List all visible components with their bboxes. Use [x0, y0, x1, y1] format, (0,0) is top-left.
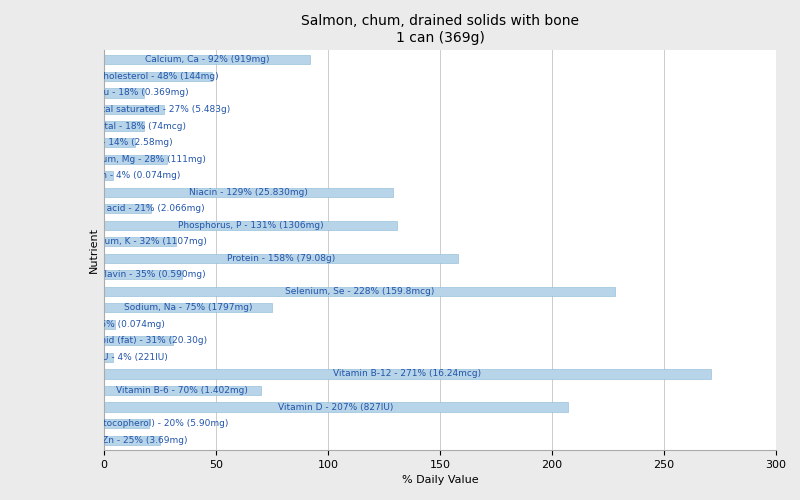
X-axis label: % Daily Value: % Daily Value: [402, 476, 478, 486]
Text: Thiamin - 5% (0.074mg): Thiamin - 5% (0.074mg): [54, 320, 165, 329]
Title: Salmon, chum, drained solids with bone
1 can (369g): Salmon, chum, drained solids with bone 1…: [301, 14, 579, 44]
Text: Calcium, Ca - 92% (919mg): Calcium, Ca - 92% (919mg): [145, 56, 270, 64]
Text: Copper, Cu - 18% (0.369mg): Copper, Cu - 18% (0.369mg): [59, 88, 189, 98]
Text: Vitamin B-12 - 271% (16.24mcg): Vitamin B-12 - 271% (16.24mcg): [334, 370, 482, 378]
Bar: [104, 56, 310, 64]
Bar: [104, 171, 113, 180]
Bar: [104, 105, 165, 114]
Text: Vitamin B-6 - 70% (1.402mg): Vitamin B-6 - 70% (1.402mg): [117, 386, 248, 395]
Text: Manganese, Mn - 4% (0.074mg): Manganese, Mn - 4% (0.074mg): [36, 171, 181, 180]
Bar: [104, 154, 166, 164]
Text: Vitamin D - 207% (827IU): Vitamin D - 207% (827IU): [278, 402, 394, 411]
Bar: [104, 88, 144, 98]
Bar: [104, 204, 151, 213]
Text: Fatty acids, total saturated - 27% (5.483g): Fatty acids, total saturated - 27% (5.48…: [38, 105, 230, 114]
Bar: [104, 304, 272, 312]
Text: Cholesterol - 48% (144mg): Cholesterol - 48% (144mg): [97, 72, 218, 81]
Bar: [104, 320, 115, 329]
Bar: [104, 370, 711, 378]
Bar: [104, 188, 393, 196]
Bar: [104, 72, 211, 81]
Bar: [104, 287, 614, 296]
Bar: [104, 237, 176, 246]
Text: Niacin - 129% (25.830mg): Niacin - 129% (25.830mg): [189, 188, 308, 196]
Text: Protein - 158% (79.08g): Protein - 158% (79.08g): [227, 254, 335, 263]
Bar: [104, 122, 144, 130]
Bar: [104, 386, 261, 395]
Text: Phosphorus, P - 131% (1306mg): Phosphorus, P - 131% (1306mg): [178, 220, 323, 230]
Text: Pantothenic acid - 21% (2.066mg): Pantothenic acid - 21% (2.066mg): [50, 204, 205, 213]
Text: Selenium, Se - 228% (159.8mcg): Selenium, Se - 228% (159.8mcg): [285, 287, 434, 296]
Bar: [104, 254, 458, 263]
Text: Sodium, Na - 75% (1797mg): Sodium, Na - 75% (1797mg): [124, 304, 252, 312]
Text: Iron, Fe - 14% (2.58mg): Iron, Fe - 14% (2.58mg): [66, 138, 173, 147]
Text: Folate, total - 18% (74mcg): Folate, total - 18% (74mcg): [62, 122, 186, 130]
Bar: [104, 402, 568, 411]
Bar: [104, 138, 135, 147]
Text: Riboflavin - 35% (0.590mg): Riboflavin - 35% (0.590mg): [81, 270, 206, 280]
Bar: [104, 419, 149, 428]
Text: Potassium, K - 32% (1107mg): Potassium, K - 32% (1107mg): [73, 237, 206, 246]
Bar: [104, 220, 398, 230]
Bar: [104, 270, 182, 280]
Text: Vitamin A, IU - 4% (221IU): Vitamin A, IU - 4% (221IU): [50, 353, 167, 362]
Text: Zinc, Zn - 25% (3.69mg): Zinc, Zn - 25% (3.69mg): [77, 436, 187, 444]
Bar: [104, 336, 174, 345]
Y-axis label: Nutrient: Nutrient: [89, 227, 98, 273]
Text: Vitamin E (alpha-tocopherol) - 20% (5.90mg): Vitamin E (alpha-tocopherol) - 20% (5.90…: [25, 419, 228, 428]
Bar: [104, 353, 113, 362]
Text: Total lipid (fat) - 31% (20.30g): Total lipid (fat) - 31% (20.30g): [70, 336, 206, 345]
Bar: [104, 436, 160, 444]
Text: Magnesium, Mg - 28% (111mg): Magnesium, Mg - 28% (111mg): [65, 154, 206, 164]
